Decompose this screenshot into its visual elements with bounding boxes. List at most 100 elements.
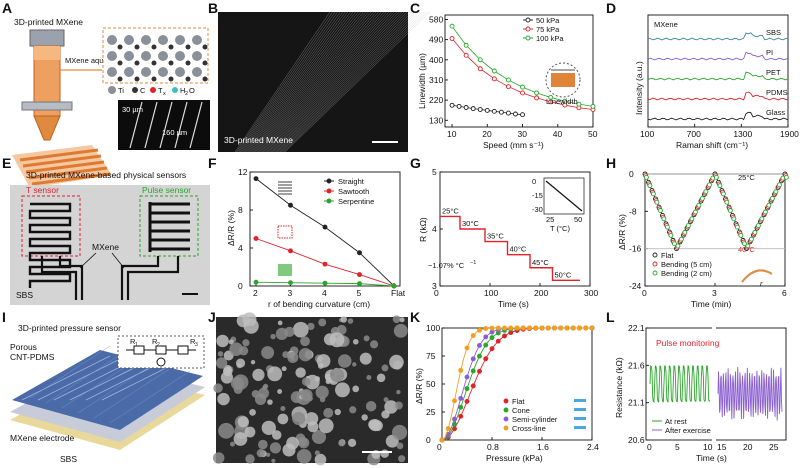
- y-tick-label: 130: [429, 115, 443, 125]
- data-point: [391, 283, 397, 289]
- svg-text:−1: −1: [470, 260, 476, 266]
- plot-frame: [647, 14, 789, 128]
- data-point: [505, 110, 511, 116]
- legend-marker: [525, 35, 531, 41]
- pore: [384, 400, 398, 414]
- svg-text:R: R: [190, 337, 196, 346]
- chart-l: 20.6 21.1 21.6 22.1 0 5 10 15 20 25 Time (s) Resist…: [614, 323, 787, 463]
- y-tick-label: 100: [426, 323, 440, 333]
- pore: [229, 342, 243, 356]
- data-point: [539, 325, 545, 331]
- pore: [245, 454, 255, 464]
- pore: [314, 450, 320, 456]
- pore: [213, 383, 223, 393]
- pore: [389, 354, 404, 370]
- x-axis-label: Speed (mm s⁻¹): [483, 140, 544, 150]
- series-label: PDMS: [766, 88, 788, 97]
- pore: [352, 338, 359, 345]
- data-point: [288, 248, 293, 254]
- atom-ti: [124, 51, 134, 61]
- pore: [352, 385, 360, 393]
- fiber: [237, 11, 336, 153]
- data-point: [583, 325, 589, 331]
- data-point: [675, 243, 681, 249]
- pore: [262, 385, 268, 390]
- pore: [281, 366, 287, 372]
- atom-c: [168, 60, 174, 66]
- pore: [392, 315, 401, 324]
- data-point: [470, 333, 476, 338]
- x-tick-label: 3: [288, 288, 293, 298]
- pore: [323, 407, 334, 418]
- fiber: [265, 11, 392, 153]
- y-tick-label: 8: [238, 205, 243, 215]
- data-point: [720, 191, 726, 197]
- panel-label-g: G: [410, 155, 421, 171]
- pore: [361, 414, 368, 421]
- data-point: [463, 52, 469, 58]
- pore: [398, 455, 406, 463]
- pulse-sensor-label: Pulse sensor: [142, 185, 191, 195]
- data-point: [558, 325, 564, 331]
- panel-a: A 3D-printed MXene MXene aqueous ink Ti …: [2, 0, 210, 188]
- panel-label-k: K: [410, 309, 420, 325]
- fiber: [238, 11, 338, 153]
- data-point: [463, 105, 469, 110]
- y-tick-label: -24: [629, 281, 642, 291]
- legend-label: Serpentine: [338, 197, 374, 206]
- data-point: [576, 101, 582, 107]
- sbs-label-i: SBS: [60, 454, 77, 464]
- x-tick-label: 1.6: [537, 442, 549, 452]
- x-tick-label: 5: [357, 288, 362, 298]
- grid-line: [21, 355, 111, 401]
- atom-ti: [192, 51, 202, 61]
- pore: [298, 348, 313, 362]
- pore: [287, 351, 299, 364]
- legend-marker: [652, 261, 658, 267]
- data-point: [745, 243, 751, 249]
- legend-marker: [652, 270, 658, 276]
- pore: [271, 458, 276, 463]
- data-point: [322, 261, 328, 267]
- data-point: [470, 356, 476, 362]
- data-point: [449, 102, 455, 108]
- data-point: [288, 202, 293, 208]
- fiber: [277, 11, 415, 153]
- fiber: [255, 11, 372, 153]
- y-axis-label: ΔR/R (%): [617, 214, 627, 250]
- y-tick-label: -16: [629, 244, 642, 254]
- serpentine-glyph: [278, 264, 292, 276]
- legend-label: Bending (5 cm): [661, 260, 712, 269]
- x-tick-label: 50: [588, 129, 598, 139]
- spectrum-PI: [647, 51, 789, 61]
- data-point: [654, 199, 660, 205]
- data-point: [449, 36, 455, 41]
- y-tick-label: 22.1: [628, 323, 645, 333]
- resistance-steps: [440, 215, 580, 281]
- inset-fit-line: [545, 180, 583, 212]
- chart-g: 0 100 200 300 3 4 5 Time (s) R (kΩ) 25°C30°C 35°C 4…: [418, 167, 598, 309]
- pore: [334, 408, 341, 416]
- printed-lines: [12, 145, 112, 188]
- x-tick-label: 0: [437, 442, 442, 452]
- chart-d: 100 700 1300 1900 Raman shift (cm⁻¹) Intensit…: [634, 14, 799, 150]
- pore: [340, 316, 348, 323]
- pore: [218, 422, 235, 439]
- mxene-label: MXene: [654, 20, 678, 29]
- x-tick-label: 4: [322, 288, 327, 298]
- data-point: [357, 281, 362, 287]
- data-point: [445, 426, 451, 431]
- x-tick-label: 2: [253, 288, 258, 298]
- inset-y-tick: 0: [532, 177, 536, 186]
- data-point: [491, 76, 497, 82]
- x-axis-label: Time (s): [498, 299, 529, 309]
- x-tick-label: 0.8: [487, 442, 499, 452]
- data-point: [458, 404, 464, 410]
- data-point: [724, 199, 730, 205]
- data-point: [253, 176, 259, 182]
- pore: [381, 410, 390, 419]
- atom-ti: [175, 67, 185, 77]
- pore: [396, 442, 404, 450]
- pore: [300, 336, 310, 347]
